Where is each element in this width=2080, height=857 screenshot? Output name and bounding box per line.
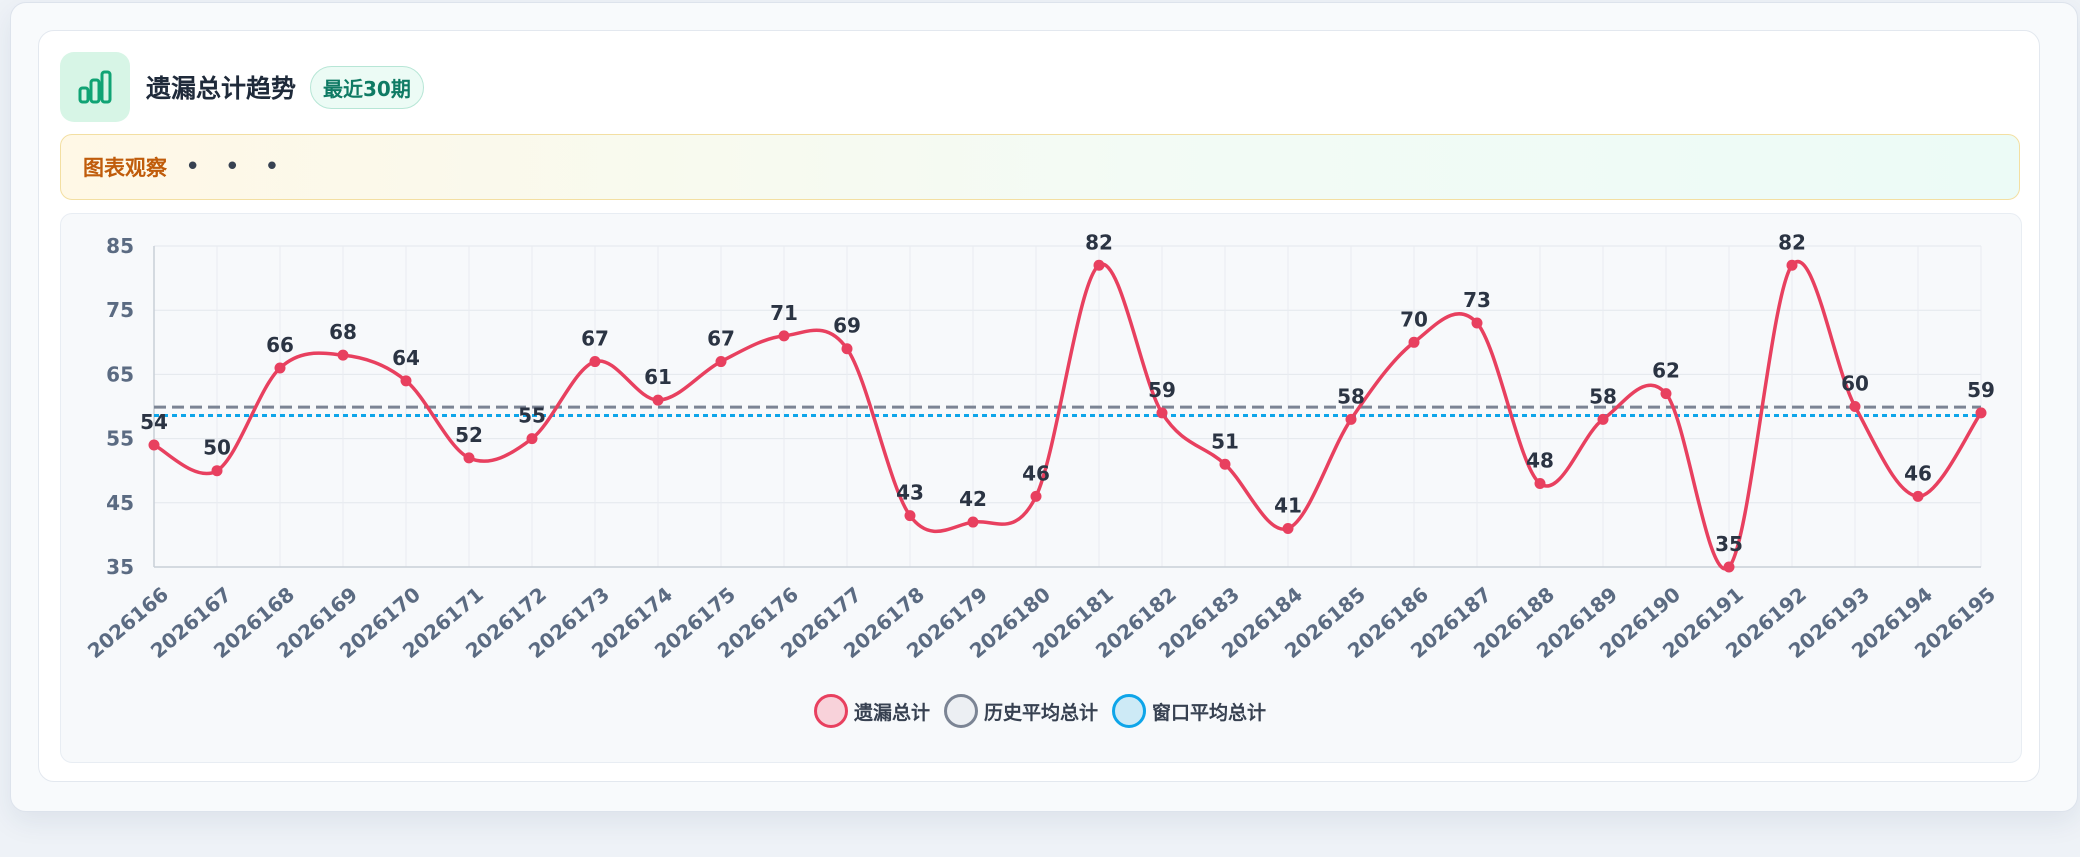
data-label: 48 xyxy=(1526,449,1554,473)
data-label: 82 xyxy=(1778,230,1806,254)
data-point xyxy=(967,516,979,528)
y-tick-label: 85 xyxy=(106,234,134,258)
data-label: 54 xyxy=(140,410,168,434)
data-point xyxy=(400,375,412,387)
data-point xyxy=(715,356,727,368)
card-header: 遗漏总计趋势 最近30期 xyxy=(60,52,424,122)
data-point xyxy=(1156,407,1168,419)
data-label: 67 xyxy=(581,327,609,351)
legend-swatch xyxy=(813,694,848,728)
data-point xyxy=(1030,490,1042,502)
data-label: 58 xyxy=(1337,384,1365,408)
data-point xyxy=(1723,561,1735,573)
y-tick-label: 75 xyxy=(106,298,134,322)
y-tick-label: 35 xyxy=(106,555,134,579)
data-label: 43 xyxy=(896,481,924,505)
y-tick-label: 55 xyxy=(106,427,134,451)
data-point xyxy=(1093,259,1105,271)
data-label: 73 xyxy=(1463,288,1491,312)
data-label: 35 xyxy=(1715,532,1743,556)
data-label: 71 xyxy=(770,301,798,325)
data-label: 64 xyxy=(392,346,420,370)
legend-label: 窗口平均总计 xyxy=(1152,701,1267,724)
legend-label: 历史平均总计 xyxy=(983,701,1098,724)
chart-title: 遗漏总计趋势 xyxy=(146,74,297,103)
data-point xyxy=(1912,490,1924,502)
data-point xyxy=(904,510,916,522)
data-label: 68 xyxy=(329,320,357,344)
data-point xyxy=(526,433,538,445)
more-dots-icon[interactable]: • • • xyxy=(185,152,288,182)
legend-swatch xyxy=(943,694,978,728)
chart-legend: 遗漏总计 历史平均总计 窗口平均总计 xyxy=(0,694,2080,728)
data-label: 52 xyxy=(455,423,483,447)
data-point xyxy=(148,439,160,451)
legend-swatch xyxy=(1112,694,1146,728)
data-point xyxy=(274,362,286,374)
data-point xyxy=(1345,413,1357,425)
data-label: 55 xyxy=(518,404,546,428)
data-label: 46 xyxy=(1904,461,1932,485)
legend-label: 遗漏总计 xyxy=(853,701,930,724)
legend-item-missing-total[interactable]: 遗漏总计 xyxy=(813,694,930,728)
data-point xyxy=(1975,407,1987,419)
data-point xyxy=(652,394,664,406)
data-label: 66 xyxy=(266,333,294,357)
data-label: 59 xyxy=(1148,378,1176,402)
data-label: 60 xyxy=(1841,372,1869,396)
y-tick-label: 65 xyxy=(106,362,134,386)
data-point xyxy=(1849,401,1861,412)
data-point xyxy=(841,343,853,355)
data-point xyxy=(589,356,601,368)
data-label: 70 xyxy=(1400,307,1428,331)
data-point xyxy=(1597,413,1609,425)
legend-item-window-avg[interactable]: 窗口平均总计 xyxy=(1112,694,1266,728)
data-point xyxy=(1282,522,1294,534)
data-label: 62 xyxy=(1652,359,1680,383)
data-point xyxy=(1786,259,1798,271)
data-point xyxy=(1534,478,1546,490)
y-tick-label: 45 xyxy=(106,491,134,515)
data-point xyxy=(463,452,475,464)
data-label: 58 xyxy=(1589,384,1617,408)
data-label: 46 xyxy=(1022,461,1050,485)
bar-chart-icon xyxy=(60,52,130,122)
data-label: 42 xyxy=(959,487,987,511)
chart-observation-bar[interactable]: 图表观察 • • • xyxy=(60,134,2020,200)
data-label: 50 xyxy=(203,436,231,460)
legend-item-history-avg[interactable]: 历史平均总计 xyxy=(943,694,1098,728)
data-label: 67 xyxy=(707,327,735,351)
observation-label: 图表观察 xyxy=(83,156,167,180)
data-point xyxy=(1660,388,1672,400)
data-point xyxy=(778,330,790,342)
data-point xyxy=(1219,458,1231,470)
data-label: 59 xyxy=(1967,378,1995,402)
data-label: 41 xyxy=(1274,493,1302,517)
data-point xyxy=(1471,317,1483,329)
data-label: 82 xyxy=(1085,230,1113,254)
period-badge: 最近30期 xyxy=(310,65,424,109)
data-point xyxy=(211,465,223,477)
data-label: 61 xyxy=(644,365,672,389)
data-label: 69 xyxy=(833,314,861,338)
data-point xyxy=(1408,336,1420,348)
data-label: 51 xyxy=(1211,429,1239,453)
data-point xyxy=(337,349,349,361)
